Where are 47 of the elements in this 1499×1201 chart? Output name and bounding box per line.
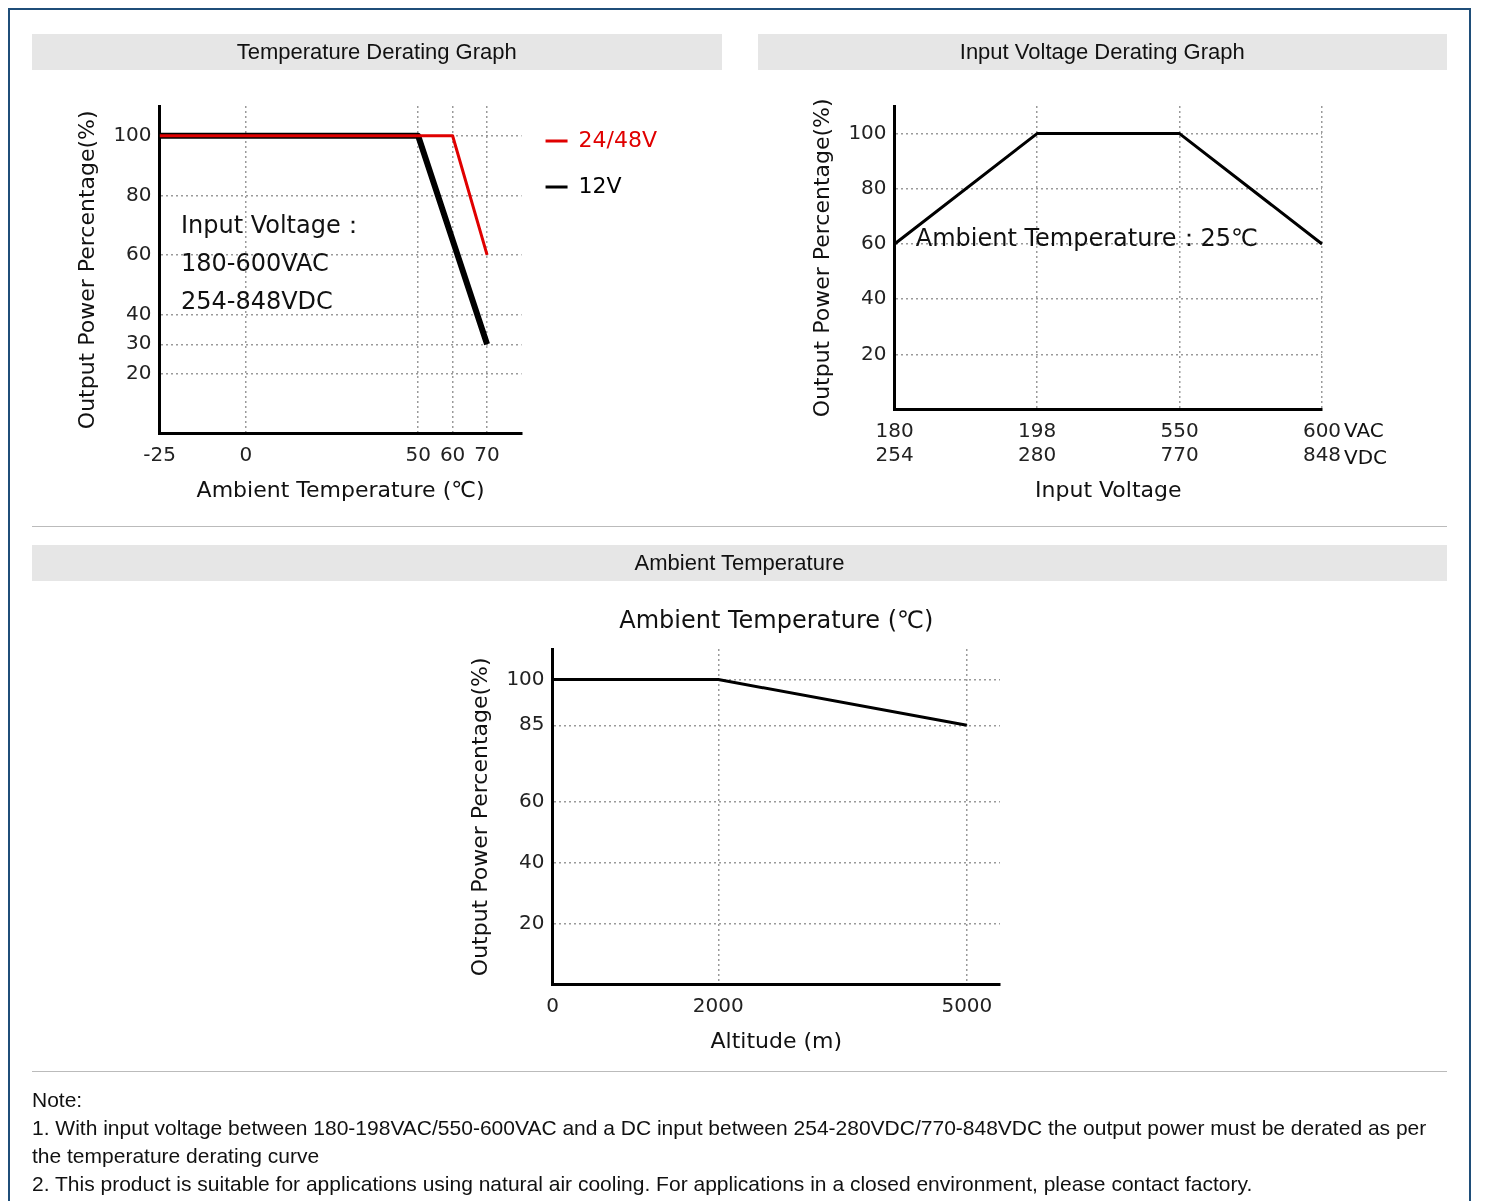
y-tick-label: 20 xyxy=(861,340,887,365)
x-tick-label: -25 xyxy=(142,441,176,466)
text: Note: xyxy=(32,1087,84,1113)
y-tick-label: 60 xyxy=(125,241,152,266)
y-tick-label: 20 xyxy=(518,909,545,934)
y-tick-label: 60 xyxy=(861,230,887,255)
text: 1. With input voltage between 180-198VAC/550-600VAC and a DC input between 254-280VDC/770-848VDC the output power must be derated as per the temperature derating curve xyxy=(32,1115,1428,1169)
text: VDC xyxy=(1344,444,1388,469)
chart-title: Temperature Derating Graph xyxy=(32,34,722,70)
y-tick-label: 40 xyxy=(861,285,887,310)
text: Ambient Temperature (℃) xyxy=(618,606,933,635)
x-tick-label: 60 xyxy=(439,441,466,466)
x-tick-label: 2000 xyxy=(692,992,744,1017)
x-tick-label: 70 xyxy=(474,441,500,466)
y-tick-label: 100 xyxy=(848,119,887,144)
annotation: Ambient Temperature：25℃ xyxy=(916,223,1259,252)
y-tick-label: 100 xyxy=(113,121,152,146)
y-tick-label: 80 xyxy=(861,175,887,199)
y-tick-label: 40 xyxy=(518,848,545,873)
x-tick-label: 198 280 xyxy=(1018,417,1057,466)
y-tick-label: 80 xyxy=(125,181,152,206)
y-tick-label: 85 xyxy=(518,711,545,736)
text: VAC xyxy=(1344,417,1384,442)
chart-title: Ambient Temperature xyxy=(32,545,1447,581)
legend-label: 12V xyxy=(578,172,622,198)
y-axis-title: Output Power Percentage(%) xyxy=(73,110,99,430)
x-axis-title: Ambient Temperature (℃) xyxy=(196,476,485,502)
x-tick-label: 550 770 xyxy=(1160,417,1199,466)
y-tick-label: 100 xyxy=(505,665,545,690)
x-axis-title: Input Voltage xyxy=(1035,476,1182,502)
text: 2. This product is suitable for applications using natural air cooling. For applications in a closed environment, please contact factory. xyxy=(32,1171,1254,1197)
x-tick-label: 180 254 xyxy=(875,417,914,466)
x-tick-label: 0 xyxy=(545,992,559,1017)
x-axis-title: Altitude (m) xyxy=(710,1027,842,1053)
chart-title: Input Voltage Derating Graph xyxy=(757,34,1447,70)
y-axis-title: Output Power Percentage(%) xyxy=(809,98,835,418)
x-tick-label: 600 848 xyxy=(1303,417,1342,466)
y-tick-label: 30 xyxy=(125,330,152,355)
x-tick-label: 50 xyxy=(405,441,431,466)
y-axis-title: Output Power Percentage(%) xyxy=(466,657,492,977)
x-tick-label: 5000 xyxy=(940,992,992,1017)
y-tick-label: 40 xyxy=(125,300,152,325)
y-tick-label: 60 xyxy=(518,787,545,812)
annotation: Input Voltage： 180-600VAC 254-848VDC xyxy=(180,211,365,316)
x-tick-label: 0 xyxy=(239,441,252,466)
y-tick-label: 20 xyxy=(125,360,152,385)
legend-label: 24/48V xyxy=(578,126,657,152)
